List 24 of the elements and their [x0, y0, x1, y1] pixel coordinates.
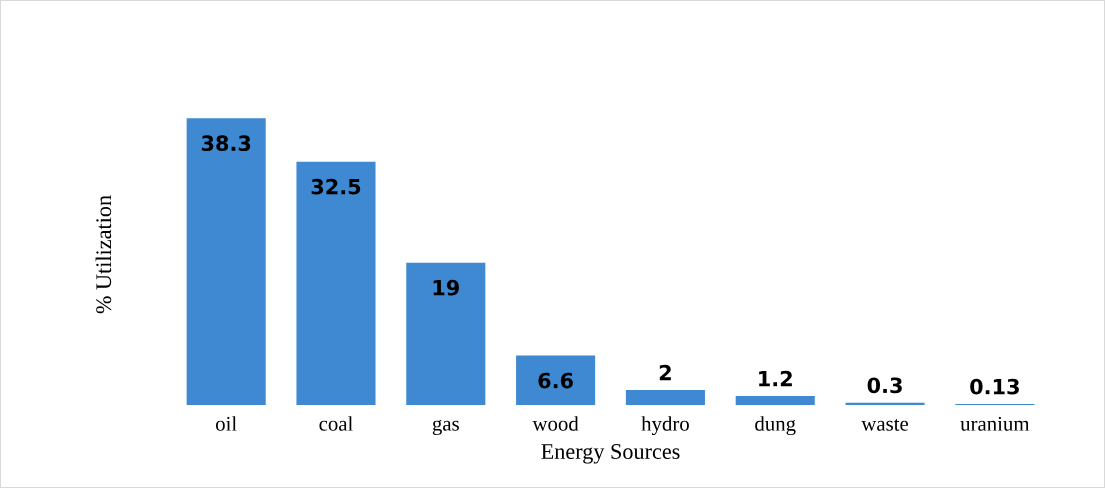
data-label: 6.6 [538, 372, 573, 389]
x-tick-label: waste [861, 418, 909, 431]
bar [296, 161, 376, 406]
x-tick-label: coal [319, 416, 353, 431]
x-tick-label: oil [215, 416, 237, 431]
x-tick-label: uranium [960, 416, 1030, 431]
bar [735, 396, 815, 406]
x-tick-label: dung [755, 416, 796, 436]
x-tick-label: gas [432, 419, 459, 436]
bar [625, 390, 705, 406]
y-axis-title: % Utilization [95, 195, 112, 314]
data-label: 19 [433, 279, 459, 296]
x-tick-label: wood [532, 416, 579, 431]
data-label: 38.3 [201, 135, 251, 152]
data-label: 0.13 [970, 378, 1019, 395]
bar [406, 262, 486, 406]
data-label: 32.5 [311, 178, 361, 195]
bar [186, 118, 266, 406]
x-axis-title: Energy Sources [541, 444, 680, 464]
data-label: 1.2 [759, 370, 792, 387]
bar [516, 355, 596, 406]
data-label: 0.3 [867, 377, 902, 394]
data-label: 2 [659, 364, 671, 381]
x-tick-label: hydro [641, 416, 689, 436]
